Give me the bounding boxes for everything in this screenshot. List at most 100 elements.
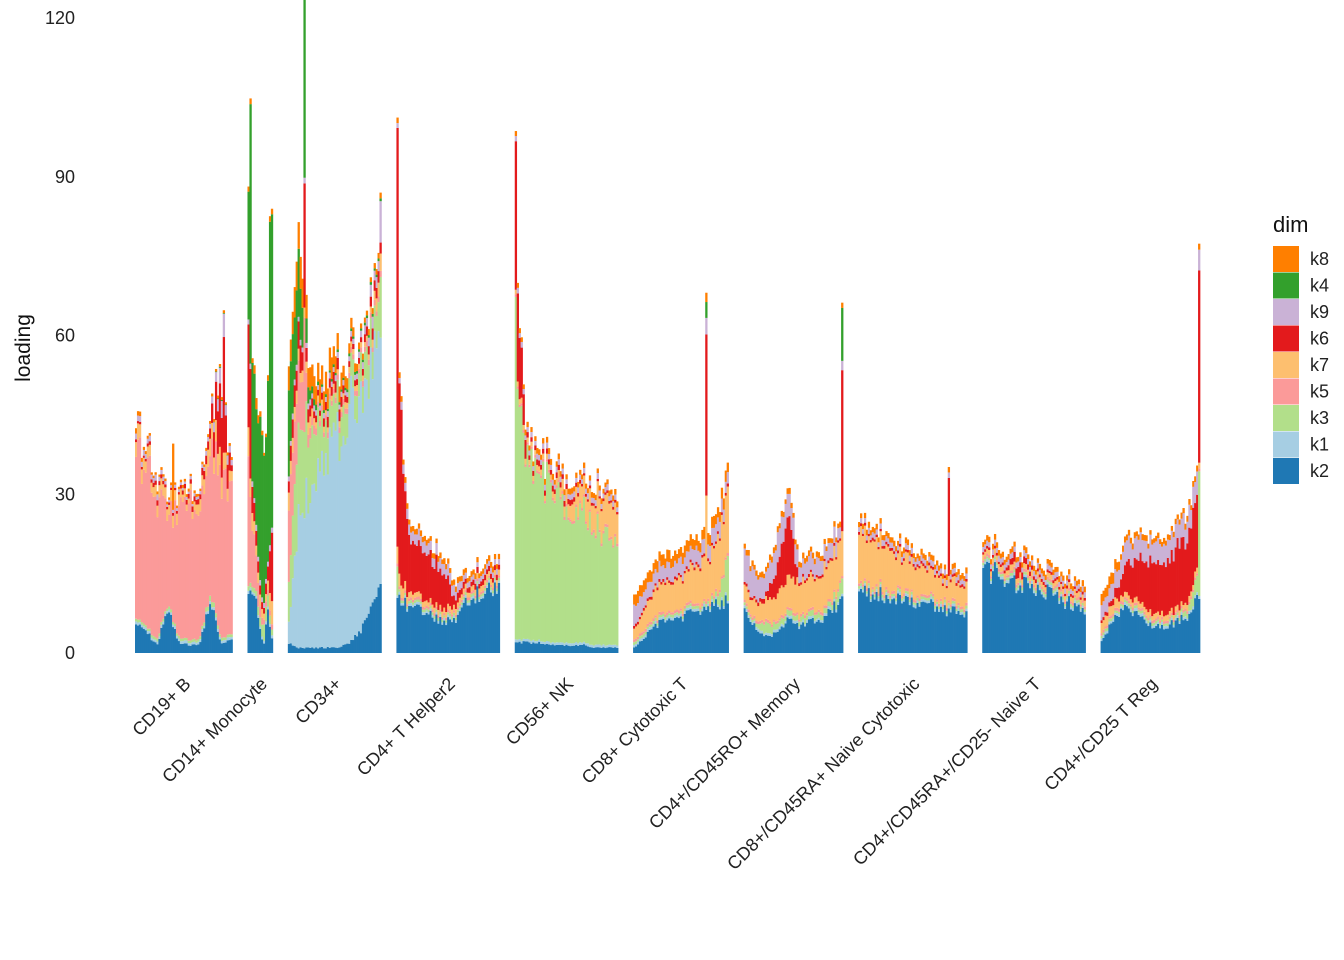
bar-segment-k7 <box>1005 570 1008 576</box>
bar-segment-k7 <box>441 611 444 618</box>
bar-segment-k6 <box>955 583 958 586</box>
bar-segment-k8 <box>268 216 272 222</box>
bar-segment-k3 <box>608 540 611 645</box>
stacked-bar <box>478 573 481 653</box>
bar-segment-k6 <box>522 394 525 425</box>
bar-segment-k8 <box>825 546 828 552</box>
bar-segment-k1 <box>528 639 531 643</box>
bar-segment-k6 <box>545 448 549 454</box>
bar-segment-k6 <box>342 385 345 394</box>
bar-segment-k8 <box>324 371 328 395</box>
bar-segment-k5 <box>138 437 142 620</box>
bar-segment-k3 <box>984 559 987 562</box>
bar-segment-k5 <box>656 620 659 624</box>
bar-segment-k1 <box>709 609 712 613</box>
bar-segment-k3 <box>454 617 458 621</box>
bar-segment-k7 <box>714 543 718 589</box>
stacked-bar <box>720 487 724 653</box>
bar-segment-k3 <box>305 401 308 478</box>
bar-segment-k1 <box>524 639 527 642</box>
bar-segment-k2 <box>910 597 913 653</box>
bar-segment-k9 <box>175 508 179 511</box>
bar-segment-k5 <box>575 504 578 508</box>
bar-segment-k7 <box>1129 599 1133 605</box>
bar-segment-k8 <box>445 563 448 570</box>
bar-segment-k6 <box>425 555 428 601</box>
stacked-bar <box>445 563 448 653</box>
bar-segment-k7 <box>520 397 523 404</box>
stacked-bar <box>160 467 163 653</box>
bar-segment-k1 <box>522 638 525 642</box>
bar-segment-k5 <box>1133 602 1137 606</box>
bar-segment-k9 <box>443 564 446 575</box>
bar-segment-k8 <box>211 393 214 397</box>
bar-segment-k6 <box>697 564 700 568</box>
bar-segment-k9 <box>794 544 797 565</box>
bar-segment-k2 <box>720 600 724 653</box>
bar-segment-k5 <box>1060 588 1063 592</box>
bar-segment-k1 <box>997 574 1001 577</box>
bar-segment-k7 <box>955 585 958 606</box>
bar-segment-k7 <box>179 488 183 498</box>
bar-segment-k3 <box>879 581 882 585</box>
stacked-bar <box>297 222 300 653</box>
bar-segment-k5 <box>297 360 300 423</box>
bar-segment-k8 <box>945 574 949 580</box>
bar-segment-k2 <box>482 598 485 653</box>
bar-segment-k9 <box>301 347 304 353</box>
bar-segment-k4 <box>247 191 250 320</box>
bar-segment-k6 <box>1120 579 1123 596</box>
legend-label-k7: k7 <box>1310 355 1329 375</box>
bar-segment-k5 <box>1048 578 1051 582</box>
bar-segment-k2 <box>173 628 177 653</box>
bar-segment-k9 <box>988 542 991 548</box>
bar-segment-k2 <box>530 643 533 653</box>
bar-segment-k6 <box>586 499 590 502</box>
bar-segment-k7 <box>610 502 613 537</box>
bar-segment-k6 <box>291 419 295 438</box>
bar-segment-k2 <box>417 604 421 653</box>
stacked-bar <box>792 512 795 653</box>
bar-segment-k9 <box>1118 569 1121 588</box>
bar-segment-k5 <box>873 591 876 595</box>
bar-segment-k2 <box>1102 637 1105 653</box>
bar-segment-k8 <box>257 415 260 424</box>
bar-segment-k7 <box>565 488 568 504</box>
bar-segment-k3 <box>177 635 181 639</box>
bar-segment-k5 <box>1069 601 1073 604</box>
bar-segment-k2 <box>334 647 337 653</box>
stacked-bar <box>1104 587 1107 653</box>
bar-segment-k1 <box>724 592 728 596</box>
bar-segment-k9 <box>185 496 188 500</box>
bar-segment-k2 <box>755 629 758 653</box>
bar-segment-k6 <box>644 605 648 608</box>
stacked-bar <box>166 501 169 653</box>
bar-segment-k9 <box>135 433 138 440</box>
bar-segment-k8 <box>214 368 218 372</box>
bar-segment-k8 <box>358 342 361 350</box>
bar-segment-k9 <box>835 542 838 558</box>
bar-segment-k2 <box>751 624 754 653</box>
bar-segment-k3 <box>914 602 917 606</box>
bar-segment-k3 <box>1141 610 1144 614</box>
bar-segment-k8 <box>189 473 192 477</box>
bar-segment-k2 <box>670 620 673 653</box>
bar-segment-k8 <box>707 533 710 545</box>
bar-segment-k6 <box>638 616 642 620</box>
bar-segment-k9 <box>203 466 206 471</box>
legend-label-k4: k4 <box>1310 276 1329 296</box>
bar-segment-k8 <box>895 546 898 552</box>
bar-segment-k7 <box>1151 616 1154 621</box>
bar-segment-k6 <box>530 437 533 442</box>
bar-segment-k2 <box>1186 620 1189 653</box>
bar-segment-k3 <box>136 619 140 623</box>
bar-segment-k9 <box>1157 538 1160 561</box>
bar-segment-k6 <box>265 583 268 595</box>
bar-segment-k5 <box>815 612 819 615</box>
bar-segment-k2 <box>379 583 382 653</box>
stacked-bar <box>247 186 250 653</box>
bar-segment-k9 <box>538 455 541 461</box>
bar-segment-k1 <box>636 641 640 645</box>
bar-segment-k7 <box>324 410 328 416</box>
bar-segment-k5 <box>1162 621 1166 624</box>
